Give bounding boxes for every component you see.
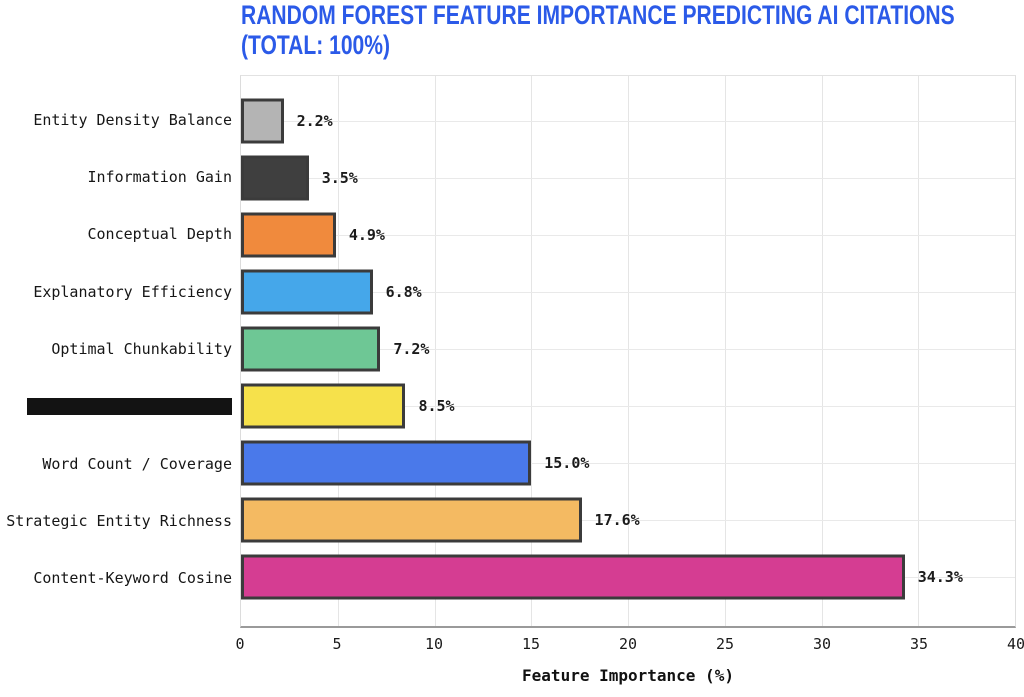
bar-row: 17.6% bbox=[241, 491, 1015, 548]
bar-row: 34.3% bbox=[241, 548, 1015, 605]
x-axis-label: Feature Importance (%) bbox=[522, 666, 734, 685]
bar bbox=[241, 440, 532, 485]
gridline-horizontal bbox=[241, 291, 1015, 293]
value-label: 4.9% bbox=[348, 225, 385, 244]
gridline-vertical bbox=[724, 76, 726, 626]
bar-row: 3.5% bbox=[241, 149, 1015, 206]
category-label: Optimal Chunkability bbox=[51, 339, 232, 358]
gridline-vertical bbox=[531, 76, 533, 626]
value-label: 3.5% bbox=[321, 168, 358, 187]
x-tick-label: 10 bbox=[424, 635, 444, 653]
bar-row: 7.2% bbox=[241, 320, 1015, 377]
gridline-horizontal bbox=[241, 177, 1015, 179]
bar-rows: 2.2% 3.5% 4.9% 6.8% 7.2% 8.5% 15.0% 17.6% 34.3% bbox=[241, 92, 1015, 605]
value-label: 34.3% bbox=[917, 567, 963, 586]
chart-title-line1: RANDOM FOREST FEATURE IMPORTANCE PREDICT… bbox=[241, 0, 955, 30]
value-label: 6.8% bbox=[385, 282, 422, 301]
gridline-vertical bbox=[434, 76, 436, 626]
bar-row: 15.0% bbox=[241, 434, 1015, 491]
category-label: Content-Keyword Cosine bbox=[33, 569, 232, 588]
x-tick-label: 30 bbox=[812, 635, 832, 653]
category-label: Conceptual Depth bbox=[87, 225, 233, 244]
redacted-label bbox=[27, 397, 232, 415]
gridline-horizontal bbox=[241, 462, 1015, 464]
x-tick-label: 0 bbox=[235, 635, 245, 653]
category-label: Word Count / Coverage bbox=[42, 454, 232, 473]
x-tick-label: 40 bbox=[1006, 635, 1024, 653]
bar bbox=[241, 383, 406, 428]
gridline-vertical bbox=[821, 76, 823, 626]
value-label: 7.2% bbox=[393, 339, 430, 358]
category-axis: Entity Density Balance Information Gain Co… bbox=[0, 75, 232, 628]
bar bbox=[241, 497, 582, 542]
gridline-horizontal bbox=[241, 405, 1015, 407]
value-label: 17.6% bbox=[594, 510, 640, 529]
x-tick-label: 25 bbox=[715, 635, 735, 653]
bar-row: 4.9% bbox=[241, 206, 1015, 263]
gridline-horizontal bbox=[241, 234, 1015, 236]
bar bbox=[241, 554, 905, 599]
x-axis-ticks: 0 5 10 15 20 25 30 35 40 bbox=[235, 634, 1024, 654]
gridline-vertical bbox=[628, 76, 629, 626]
gridline-horizontal bbox=[241, 519, 1015, 521]
bar bbox=[241, 98, 284, 143]
x-tick-label: 35 bbox=[909, 635, 929, 653]
bar-row: 8.5% bbox=[241, 377, 1015, 434]
bar bbox=[241, 212, 336, 257]
category-label: Strategic Entity Richness bbox=[6, 511, 232, 530]
x-tick-label: 15 bbox=[521, 635, 541, 653]
value-label: 8.5% bbox=[418, 396, 455, 415]
value-label: 15.0% bbox=[544, 453, 590, 472]
gridline-horizontal bbox=[241, 348, 1015, 350]
x-tick-label: 20 bbox=[618, 635, 638, 653]
bar bbox=[241, 155, 309, 200]
category-label: Entity Density Balance bbox=[33, 110, 232, 129]
bar-row: 6.8% bbox=[241, 263, 1015, 320]
chart-title-line2: (TOTAL: 100%) bbox=[241, 30, 391, 60]
plot-area: 2.2% 3.5% 4.9% 6.8% 7.2% 8.5% 15.0% 17.6% 34.3% bbox=[240, 75, 1016, 628]
category-label: Information Gain bbox=[87, 167, 233, 186]
value-label: 2.2% bbox=[296, 111, 333, 130]
x-tick-label: 5 bbox=[332, 635, 342, 653]
bar-row: 2.2% bbox=[241, 92, 1015, 149]
gridline-vertical bbox=[918, 76, 920, 626]
chart-title: RANDOM FOREST FEATURE IMPORTANCE PREDICT… bbox=[241, 0, 955, 60]
bar bbox=[241, 326, 381, 371]
category-label bbox=[0, 378, 232, 435]
gridline-horizontal bbox=[241, 120, 1015, 122]
category-label: Explanatory Efficiency bbox=[33, 282, 232, 301]
bar bbox=[241, 269, 373, 314]
